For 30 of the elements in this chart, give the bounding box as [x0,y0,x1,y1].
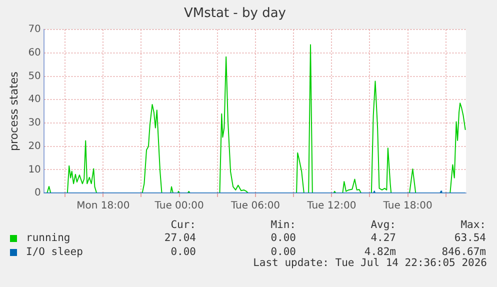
text: 846.67m [440,246,486,258]
text: 63.54 [453,232,486,245]
text: Avg: [370,219,396,231]
legend-label: running [26,232,72,245]
x-tick-label: Tue 18:00 [382,200,432,212]
chart-title: VMstat - by day [184,6,286,22]
text: Last update: Tue Jul 14 22:36:05 2026 [253,257,487,269]
legend-label: I/O sleep [26,246,84,259]
y-tick-label: 50 [28,70,41,82]
text: 27.04 [163,232,196,245]
y-axis-title: process states [7,71,20,151]
y-tick-label: 40 [28,94,41,106]
text: 0.00 [170,246,196,259]
y-tick-label: 60 [28,48,41,59]
y-tick-label: 0 [34,188,41,199]
text: 4.27 [370,232,396,245]
x-tick-label: Mon 18:00 [76,200,130,212]
text: 4.82m [363,246,396,258]
text: 0.00 [270,232,296,245]
y-tick-label: 20 [28,140,41,152]
y-tick-label: 70 [28,24,41,36]
text: Cur: [170,219,196,231]
x-tick-label: Tue 12:00 [306,200,356,212]
y-tick-label: 10 [28,164,41,176]
y-tick-label: 30 [28,118,41,129]
x-tick-label: Tue 00:00 [154,200,204,212]
text: Min: [270,219,296,231]
x-tick-label: Tue 06:00 [230,200,280,212]
text: Max: [460,219,486,231]
text: 0.00 [270,246,296,258]
